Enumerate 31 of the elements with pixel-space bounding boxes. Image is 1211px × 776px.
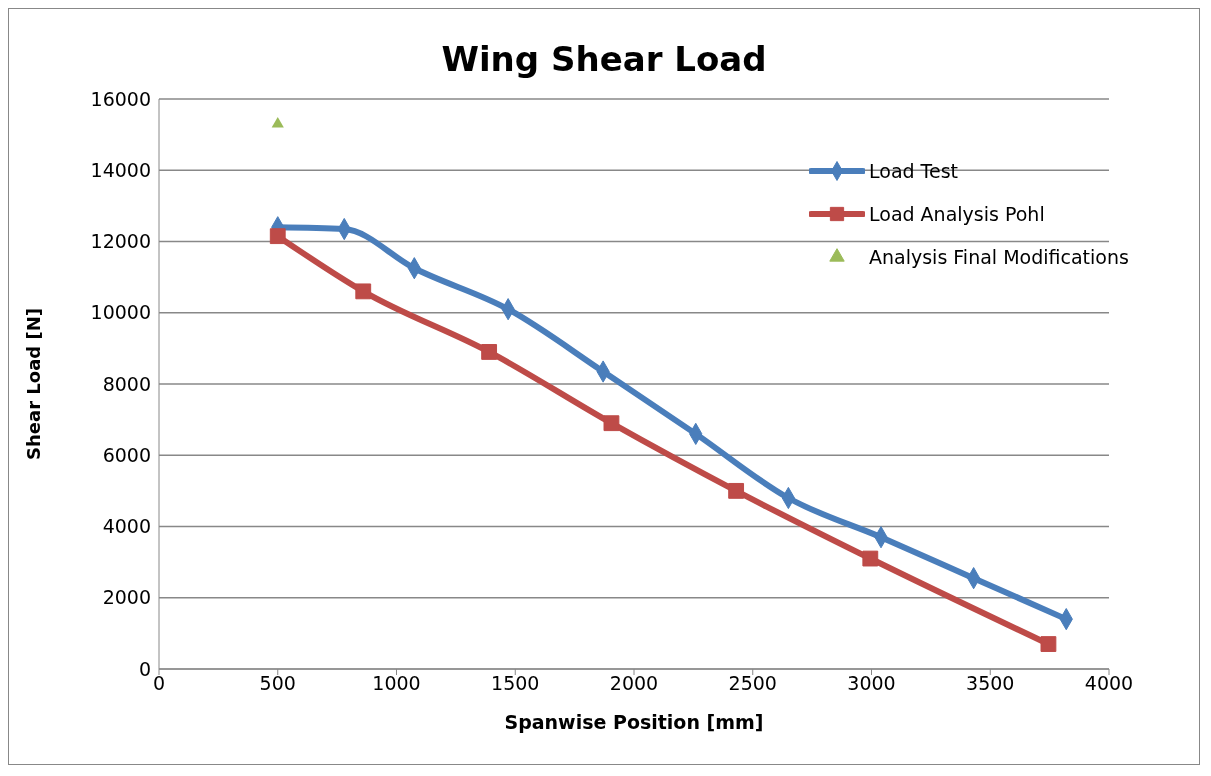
x-tick-label: 1000 [372,672,421,695]
point [728,482,745,499]
x-tick-label: 1500 [491,672,540,695]
point [269,228,286,245]
y-tick-label: 10000 [90,301,151,324]
x-tick-label: 2500 [728,672,777,695]
point [862,550,879,567]
legend-label: Load Test [869,159,959,182]
x-tick-label: 2000 [609,672,659,695]
chart-title: Wing Shear Load [440,38,768,81]
point [481,344,498,360]
y-tick-label: 14000 [90,158,151,181]
legend-label: Analysis Final Modifications [869,245,1129,268]
x-tick-label: 3500 [966,672,1015,695]
x-tick-label: 3000 [847,672,896,695]
point [355,283,372,300]
y-tick-label: 12000 [90,230,151,253]
point [603,415,620,432]
y-tick-label: 4000 [102,515,151,538]
x-axis-title: Spanwise Position [mm] [504,711,764,733]
point [1040,636,1057,652]
y-tick-label: 0 [138,657,151,680]
y-tick-label: 6000 [102,443,151,466]
x-tick-label: 0 [152,672,166,695]
x-tick-label: 500 [259,672,296,695]
y-tick-label: 8000 [102,372,151,395]
legend-label: Load Analysis Pohl [869,202,1045,225]
y-tick-label: 2000 [102,586,151,609]
y-axis-title: Shear Load [N] [23,308,45,460]
y-tick-label: 16000 [90,87,151,110]
x-tick-label: 4000 [1084,672,1134,695]
